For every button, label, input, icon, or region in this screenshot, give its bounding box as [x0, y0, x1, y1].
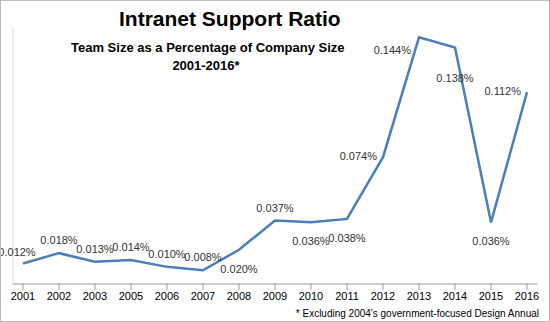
html-text:Intranet Support Ratio: Intranet Support Ratio — [119, 7, 341, 30]
svg-text:2002: 2002 — [47, 290, 71, 302]
svg-text:0.012%: 0.012% — [1, 246, 36, 258]
svg-text:0.010%: 0.010% — [148, 248, 186, 260]
svg-text:0.018%: 0.018% — [40, 234, 78, 246]
svg-text:2012: 2012 — [371, 290, 395, 302]
svg-text:2007: 2007 — [191, 290, 215, 302]
svg-text:2014: 2014 — [443, 290, 467, 302]
svg-text:2013: 2013 — [407, 290, 431, 302]
svg-text:2003: 2003 — [83, 290, 107, 302]
svg-text:0.138%: 0.138% — [436, 72, 474, 84]
svg-text:0.008%: 0.008% — [184, 251, 222, 263]
html-text:* Excluding 2004's government-: * Excluding 2004's government-focused De… — [295, 308, 539, 319]
svg-text:0.036%: 0.036% — [472, 235, 510, 247]
svg-text:0.074%: 0.074% — [340, 150, 378, 162]
svg-text:2008: 2008 — [227, 290, 251, 302]
svg-text:2011: 2011 — [335, 290, 359, 302]
svg-text:2010: 2010 — [299, 290, 323, 302]
svg-text:2015: 2015 — [479, 290, 503, 302]
svg-text:2001: 2001 — [11, 290, 35, 302]
svg-text:2009: 2009 — [263, 290, 287, 302]
html-text:Team Size as a Percentage of C: Team Size as a Percentage of Company Siz… — [71, 40, 345, 55]
svg-text:0.038%: 0.038% — [328, 232, 366, 244]
svg-text:2005: 2005 — [119, 290, 143, 302]
svg-text:2006: 2006 — [155, 290, 179, 302]
svg-text:0.013%: 0.013% — [76, 243, 114, 255]
svg-text:0.020%: 0.020% — [220, 263, 258, 275]
svg-text:0.112%: 0.112% — [485, 85, 522, 97]
html-text:2001-2016*: 2001-2016* — [172, 58, 240, 73]
svg-text:2016: 2016 — [515, 290, 539, 302]
svg-text:0.036%: 0.036% — [292, 235, 330, 247]
svg-text:0.014%: 0.014% — [112, 241, 150, 253]
svg-text:0.144%: 0.144% — [374, 44, 412, 56]
svg-text:0.037%: 0.037% — [256, 202, 294, 214]
